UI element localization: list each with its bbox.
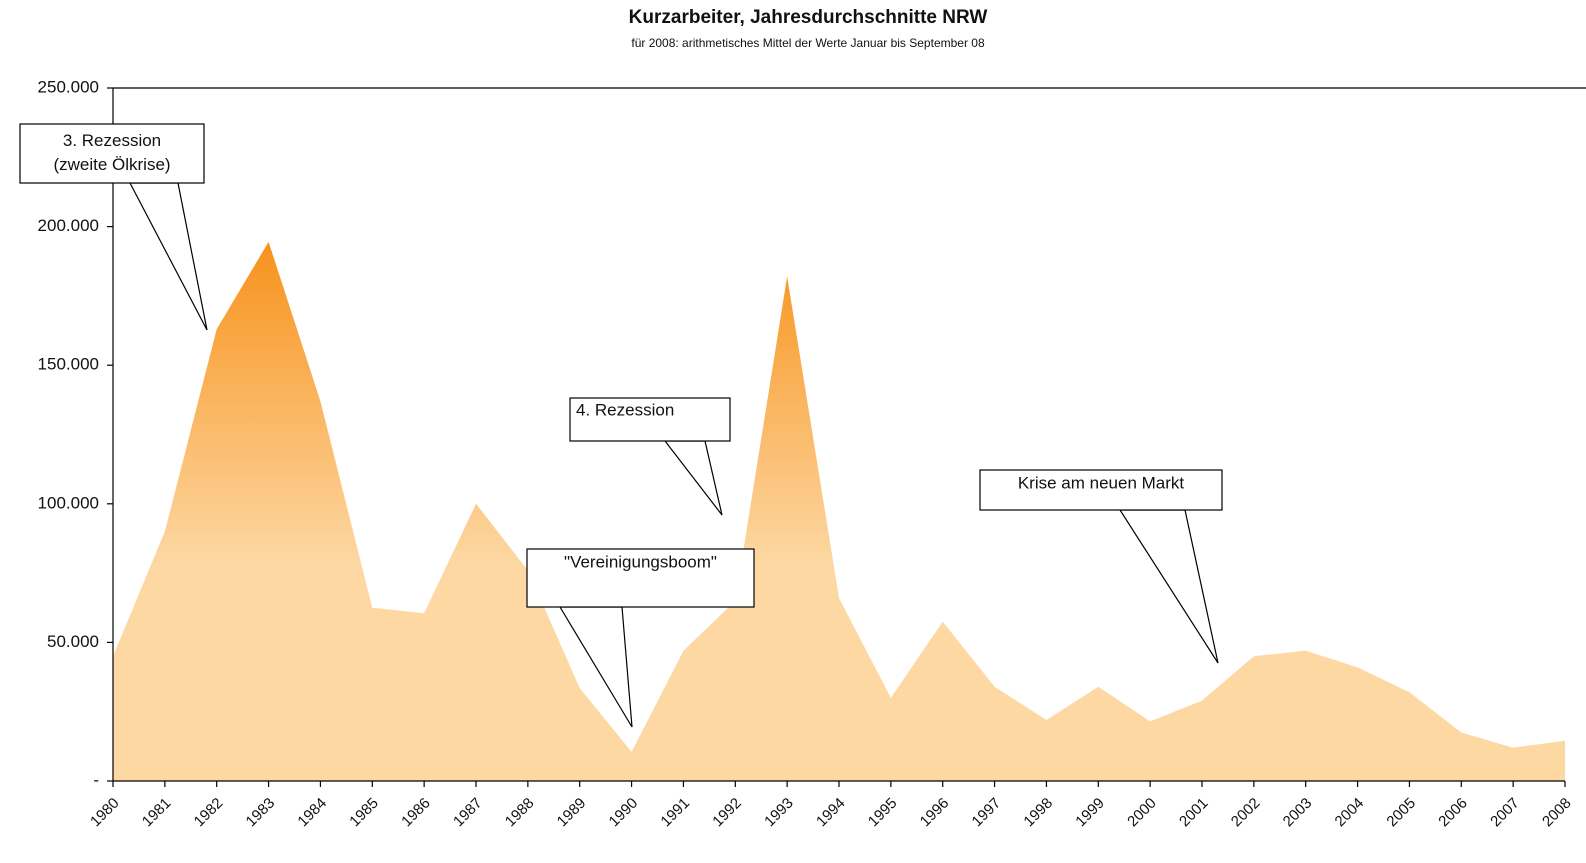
- x-tick-label: 1990: [606, 795, 642, 831]
- callout-pointer: [1118, 509, 1219, 664]
- x-tick-label: 2008: [1539, 795, 1575, 831]
- callout-text: 3. Rezession: [63, 131, 161, 150]
- x-tick-label: 1999: [1072, 795, 1108, 831]
- callout-box: [526, 548, 755, 608]
- x-tick-label: 2003: [1280, 795, 1316, 831]
- x-tick-label: 2004: [1332, 795, 1368, 831]
- chart-title: Kurzarbeiter, Jahresdurchschnitte NRW: [629, 7, 988, 28]
- callout-box: [19, 123, 205, 184]
- y-tick-label: 200.000: [38, 216, 99, 235]
- x-tick-label: 1992: [709, 795, 745, 831]
- y-tick-label: 250.000: [38, 77, 99, 96]
- x-tick-label: 1998: [1020, 795, 1056, 831]
- x-tick-label: 1994: [813, 795, 849, 831]
- x-tick-label: 2006: [1435, 795, 1471, 831]
- callout-box: [569, 397, 731, 442]
- callout-box: [979, 469, 1223, 511]
- x-tick-label: 1985: [346, 795, 382, 831]
- y-tick-label: 50.000: [47, 632, 99, 651]
- y-tick-label: 100.000: [38, 493, 99, 512]
- x-tick-label: 1988: [502, 795, 538, 831]
- x-tick-label: 2005: [1383, 795, 1419, 831]
- x-tick-label: 1983: [243, 795, 279, 831]
- callout-pointer: [663, 440, 723, 516]
- chart-subtitle: für 2008: arithmetisches Mittel der Wert…: [631, 36, 985, 50]
- x-tick-label: 1995: [865, 795, 901, 831]
- x-tick-label: 1989: [554, 795, 590, 831]
- x-tick-label: 2002: [1228, 795, 1264, 831]
- y-tick-label: -: [93, 770, 99, 789]
- x-tick-label: 1980: [87, 795, 123, 831]
- x-tick-label: 1997: [969, 795, 1005, 831]
- y-tick-label: 150.000: [38, 355, 99, 374]
- callout-pointer: [129, 182, 208, 331]
- callout-text: "Vereinigungsboom": [564, 552, 717, 571]
- x-tick-label: 1986: [398, 795, 434, 831]
- callout-text: Krise am neuen Markt: [1018, 473, 1185, 492]
- x-tick-label: 1984: [294, 795, 330, 831]
- x-tick-label: 2001: [1176, 795, 1212, 831]
- callout-text: 4. Rezession: [576, 400, 674, 419]
- callout-text: (zweite Ölkrise): [53, 155, 170, 174]
- x-tick-label: 2000: [1124, 795, 1160, 831]
- x-tick-label: 1993: [761, 795, 797, 831]
- x-tick-label: 1987: [450, 795, 486, 831]
- x-tick-label: 1991: [657, 795, 693, 831]
- x-tick-label: 2007: [1487, 795, 1523, 831]
- x-tick-label: 1996: [917, 795, 953, 831]
- x-tick-label: 1982: [191, 795, 227, 831]
- area: [113, 241, 1565, 781]
- x-tick-label: 1981: [139, 795, 175, 831]
